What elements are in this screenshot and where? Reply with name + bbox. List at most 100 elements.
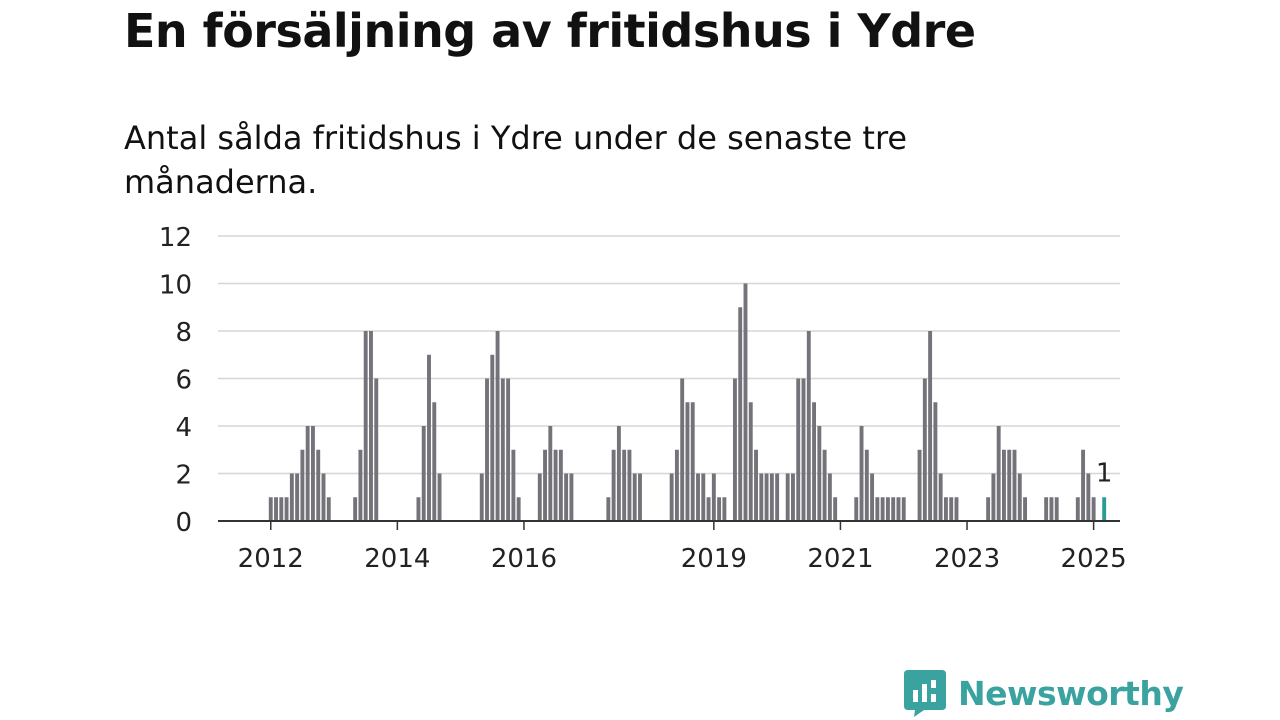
bar bbox=[616, 426, 621, 521]
bar bbox=[284, 497, 289, 521]
bar bbox=[796, 378, 801, 521]
bar bbox=[485, 378, 489, 521]
bar bbox=[569, 473, 574, 521]
bar bbox=[743, 283, 748, 521]
bar bbox=[717, 497, 722, 521]
bar bbox=[363, 331, 368, 521]
brand-name: Newsworthy bbox=[958, 673, 1184, 713]
bar bbox=[996, 426, 1001, 521]
bar bbox=[775, 473, 780, 521]
annotations: 1 bbox=[1096, 458, 1113, 488]
bar bbox=[928, 331, 933, 521]
bar bbox=[321, 473, 326, 521]
bar bbox=[827, 473, 832, 521]
bar bbox=[1017, 473, 1022, 521]
bar bbox=[880, 497, 885, 521]
bar bbox=[1086, 473, 1091, 521]
bar bbox=[759, 473, 764, 521]
bar bbox=[949, 497, 954, 521]
bar bbox=[754, 449, 758, 521]
bar bbox=[833, 497, 838, 521]
bar bbox=[690, 402, 695, 521]
bar bbox=[680, 378, 685, 521]
chart-title: En försäljning av fritidshus i Ydre bbox=[124, 4, 976, 58]
bar bbox=[1075, 497, 1080, 521]
bar bbox=[806, 331, 811, 521]
bar bbox=[685, 402, 690, 521]
bar bbox=[922, 378, 927, 521]
bar bbox=[1049, 497, 1054, 521]
x-tick-label: 2025 bbox=[1061, 544, 1127, 574]
bar bbox=[701, 473, 706, 521]
bar bbox=[1002, 449, 1006, 521]
bar bbox=[353, 497, 358, 521]
bar bbox=[1054, 497, 1059, 521]
x-tick-label: 2019 bbox=[681, 544, 747, 574]
bars bbox=[268, 283, 1107, 521]
bar bbox=[885, 497, 890, 521]
bar bbox=[943, 497, 948, 521]
bar bbox=[326, 497, 331, 521]
bar bbox=[516, 497, 521, 521]
bar bbox=[289, 473, 294, 521]
bar bbox=[986, 497, 991, 521]
bar bbox=[416, 497, 421, 521]
bar bbox=[432, 402, 437, 521]
newsworthy-logo-icon bbox=[904, 670, 946, 717]
bar bbox=[305, 426, 310, 521]
y-tick-label: 4 bbox=[175, 413, 192, 443]
bar bbox=[822, 449, 827, 521]
bar bbox=[711, 473, 716, 521]
bar bbox=[864, 449, 869, 521]
bar bbox=[954, 497, 959, 521]
bar bbox=[611, 449, 616, 521]
data-label: 1 bbox=[1096, 458, 1113, 488]
bar bbox=[1081, 449, 1086, 521]
gridlines bbox=[218, 235, 1120, 475]
bar bbox=[1044, 497, 1049, 521]
bar bbox=[1012, 449, 1017, 521]
bar bbox=[769, 473, 774, 521]
bar bbox=[437, 473, 442, 521]
y-tick-label: 8 bbox=[175, 318, 192, 348]
bar bbox=[548, 426, 553, 521]
bar bbox=[896, 497, 901, 521]
bar bbox=[801, 378, 806, 521]
bar-highlight bbox=[1102, 497, 1107, 521]
bar bbox=[553, 449, 558, 521]
bar bbox=[627, 449, 632, 521]
bar bbox=[310, 426, 315, 521]
chart-subtitle: Antal sålda fritidshus i Ydre under de s… bbox=[124, 119, 908, 201]
bar bbox=[479, 473, 484, 521]
bar bbox=[764, 473, 769, 521]
bar bbox=[511, 449, 516, 521]
x-tick-label: 2012 bbox=[238, 544, 304, 574]
bar bbox=[638, 473, 642, 521]
bar bbox=[991, 473, 996, 521]
bar bbox=[901, 497, 906, 521]
y-tick-label: 2 bbox=[175, 461, 192, 491]
bar bbox=[295, 473, 300, 521]
x-tick-label: 2021 bbox=[807, 544, 873, 574]
bar-chart: 0 2 4 6 8 10 12 2012 2014 2016 2019 2021 2023 2025 1 bbox=[159, 223, 1127, 574]
bar bbox=[674, 449, 679, 521]
bar bbox=[606, 497, 611, 521]
bar bbox=[696, 473, 700, 521]
bar bbox=[1007, 449, 1012, 521]
brand: Newsworthy bbox=[902, 668, 1184, 718]
bar bbox=[706, 497, 711, 521]
bar bbox=[859, 426, 864, 521]
x-axis-ticks: 2012 2014 2016 2019 2021 2023 2025 bbox=[218, 520, 1127, 574]
bar bbox=[564, 473, 569, 521]
bar bbox=[791, 473, 795, 521]
bar bbox=[316, 449, 321, 521]
bar bbox=[870, 473, 875, 521]
bar bbox=[622, 449, 627, 521]
y-tick-label: 0 bbox=[175, 508, 192, 538]
y-tick-label: 6 bbox=[175, 366, 192, 396]
bar bbox=[274, 497, 278, 521]
bar bbox=[669, 473, 674, 521]
bar bbox=[748, 402, 753, 521]
bar bbox=[891, 497, 896, 521]
bar bbox=[812, 402, 817, 521]
